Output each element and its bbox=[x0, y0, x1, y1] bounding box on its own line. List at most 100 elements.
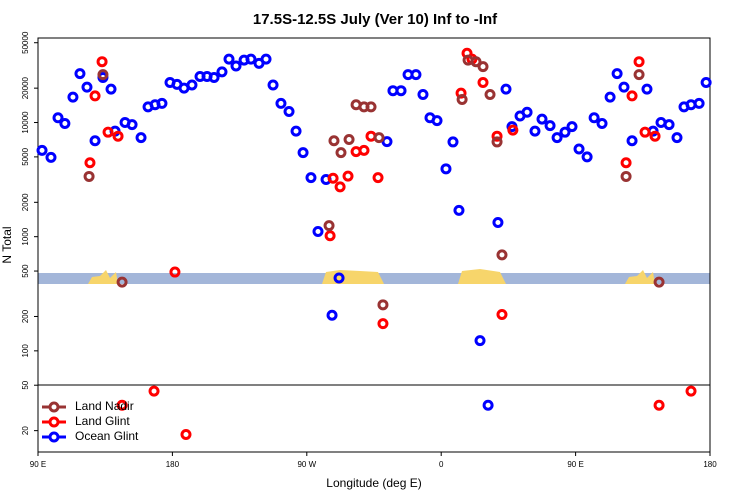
point bbox=[52, 112, 64, 124]
point bbox=[596, 118, 608, 130]
legend-label: Ocean Glint bbox=[75, 429, 139, 443]
y-tick-label: 100 bbox=[21, 344, 30, 358]
x-tick-label: 0 bbox=[439, 460, 444, 469]
land-strip bbox=[88, 270, 118, 284]
point bbox=[102, 126, 114, 138]
point bbox=[74, 68, 86, 80]
point bbox=[477, 61, 489, 73]
point bbox=[358, 144, 370, 156]
point bbox=[116, 399, 128, 411]
point bbox=[671, 132, 683, 144]
land-strip bbox=[322, 270, 384, 284]
point bbox=[208, 71, 220, 83]
plot-frame bbox=[37, 37, 711, 453]
point bbox=[180, 429, 192, 441]
point bbox=[693, 97, 705, 109]
point bbox=[377, 318, 389, 330]
point bbox=[89, 90, 101, 102]
y-tick-label: 200 bbox=[21, 309, 30, 323]
point bbox=[230, 60, 242, 72]
point bbox=[126, 119, 138, 131]
point bbox=[83, 170, 95, 182]
legend-marker bbox=[48, 416, 60, 428]
point bbox=[169, 266, 181, 278]
point bbox=[105, 83, 117, 95]
y-tick-label: 2000 bbox=[21, 193, 30, 211]
point bbox=[89, 135, 101, 147]
land-strip bbox=[625, 270, 655, 284]
point bbox=[700, 77, 712, 89]
point bbox=[484, 88, 496, 100]
point bbox=[649, 130, 661, 142]
point bbox=[447, 136, 459, 148]
point bbox=[581, 151, 593, 163]
point bbox=[343, 134, 355, 146]
point bbox=[395, 85, 407, 97]
point bbox=[653, 276, 665, 288]
y-tick-label: 5000 bbox=[21, 147, 30, 165]
point bbox=[323, 220, 335, 232]
point bbox=[156, 97, 168, 109]
point bbox=[342, 170, 354, 182]
y-tick-label: 500 bbox=[21, 264, 30, 278]
point bbox=[36, 144, 48, 156]
point bbox=[67, 91, 79, 103]
point bbox=[327, 172, 339, 184]
point bbox=[45, 151, 57, 163]
point bbox=[97, 69, 109, 81]
point bbox=[116, 276, 128, 288]
legend-marker bbox=[48, 431, 60, 443]
point bbox=[283, 105, 295, 117]
y-axis-label: N Total bbox=[0, 226, 14, 263]
point bbox=[663, 119, 675, 131]
point bbox=[328, 135, 340, 147]
point bbox=[410, 69, 422, 81]
point bbox=[496, 309, 508, 321]
point bbox=[326, 309, 338, 321]
point bbox=[500, 83, 512, 95]
point bbox=[477, 77, 489, 89]
point bbox=[626, 135, 638, 147]
point bbox=[260, 53, 272, 65]
y-tick-label: 20000 bbox=[21, 76, 30, 99]
point bbox=[653, 399, 665, 411]
point bbox=[685, 385, 697, 397]
point bbox=[521, 106, 533, 118]
point bbox=[417, 88, 429, 100]
point bbox=[618, 81, 630, 93]
point bbox=[620, 157, 632, 169]
point bbox=[381, 136, 393, 148]
point bbox=[566, 121, 578, 133]
point bbox=[639, 126, 651, 138]
point bbox=[544, 120, 556, 132]
point bbox=[112, 130, 124, 142]
point bbox=[633, 69, 645, 81]
x-tick-label: 90 E bbox=[30, 460, 46, 469]
point bbox=[588, 112, 600, 124]
point bbox=[456, 94, 468, 106]
point bbox=[641, 83, 653, 95]
point bbox=[633, 56, 645, 68]
point bbox=[275, 97, 287, 109]
x-tick-label: 180 bbox=[703, 460, 717, 469]
point bbox=[611, 68, 623, 80]
y-tick-label: 1000 bbox=[21, 227, 30, 245]
point bbox=[491, 136, 503, 148]
point bbox=[245, 53, 257, 65]
map-strip bbox=[38, 269, 710, 284]
point bbox=[305, 172, 317, 184]
point bbox=[496, 249, 508, 261]
point bbox=[551, 132, 563, 144]
point bbox=[267, 79, 279, 91]
point bbox=[81, 81, 93, 93]
point bbox=[84, 157, 96, 169]
legend-marker bbox=[48, 401, 60, 413]
point bbox=[312, 226, 324, 238]
point bbox=[365, 101, 377, 113]
y-tick-label: 10000 bbox=[21, 111, 30, 134]
point bbox=[626, 90, 638, 102]
point bbox=[573, 143, 585, 155]
chart-title: 17.5S-12.5S July (Ver 10) Inf to -Inf bbox=[253, 11, 498, 28]
point bbox=[492, 217, 504, 229]
